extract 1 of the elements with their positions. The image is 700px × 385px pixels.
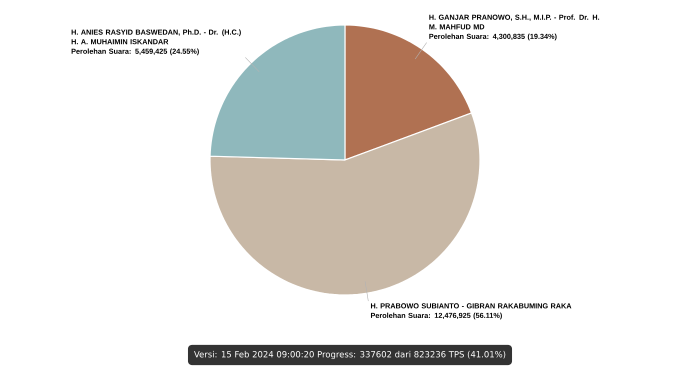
text: Versi: 15 Feb 2024 09:00:20 Progress: 337602 dari 823236 TPS (41.01%) (194, 350, 506, 360)
